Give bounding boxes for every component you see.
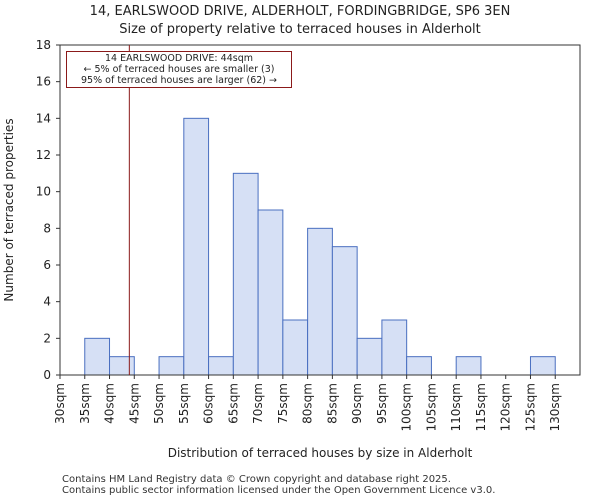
bar-55sqm [183, 117, 210, 376]
x-tick-label: 85sqm [325, 383, 339, 424]
x-tick-label: 115sqm [474, 383, 488, 431]
y-tick-label: 12 [36, 148, 51, 162]
chart-title: 14, EARLSWOOD DRIVE, ALDERHOLT, FORDINGB… [89, 4, 511, 19]
y-axis-label: Number of terraced properties [2, 118, 16, 301]
x-tick-label: 130sqm [548, 383, 562, 431]
bar-90sqm [356, 337, 383, 376]
y-tick-label: 10 [36, 185, 51, 199]
x-tick-label: 125sqm [523, 383, 537, 431]
x-tick-label: 75sqm [276, 383, 290, 424]
y-tick-label: 8 [43, 221, 51, 235]
y-tick-label: 14 [36, 111, 51, 125]
y-tick-label: 16 [36, 75, 51, 89]
annotation-line-3: 95% of terraced houses are larger (62) → [81, 75, 277, 86]
bar-125sqm [529, 356, 556, 376]
plot-frame [59, 44, 581, 376]
y-tick-label: 0 [43, 368, 51, 382]
x-axis-label: Distribution of terraced houses by size … [168, 446, 473, 460]
x-tick-label: 35sqm [78, 383, 92, 424]
y-tick-label: 6 [43, 258, 51, 272]
x-tick-label: 110sqm [449, 383, 463, 431]
x-tick-label: 50sqm [152, 383, 166, 424]
y-tick-label: 18 [36, 38, 51, 52]
bar-65sqm [232, 172, 259, 376]
x-tick-label: 40sqm [103, 383, 117, 424]
annotation-line-2: ← 5% of terraced houses are smaller (3) [83, 64, 275, 75]
y-tick-label: 2 [43, 331, 51, 345]
bar-35sqm [84, 337, 111, 376]
bar-50sqm [158, 356, 185, 376]
x-tick-label: 100sqm [400, 383, 414, 431]
x-tick-label: 65sqm [226, 383, 240, 424]
x-tick-label: 70sqm [251, 383, 265, 424]
footer-line-2: Contains public sector information licen… [62, 485, 496, 496]
x-tick-label: 80sqm [301, 383, 315, 424]
x-tick-label: 55sqm [177, 383, 191, 424]
bar-75sqm [282, 319, 309, 376]
bar-95sqm [381, 319, 408, 376]
annotation-box: 14 EARLSWOOD DRIVE: 44sqm ← 5% of terrac… [66, 51, 292, 88]
bar-100sqm [406, 356, 432, 376]
x-tick-label: 105sqm [424, 383, 438, 431]
x-tick-label: 120sqm [499, 383, 513, 431]
bar-80sqm [307, 227, 333, 376]
bar-70sqm [257, 209, 284, 376]
x-tick-label: 95sqm [375, 383, 389, 424]
x-tick-label: 30sqm [53, 383, 67, 424]
bar-40sqm [109, 356, 135, 376]
bar-60sqm [208, 356, 234, 376]
y-tick-label: 4 [43, 295, 51, 309]
chart-subtitle: Size of property relative to terraced ho… [119, 22, 481, 37]
bar-85sqm [331, 246, 358, 376]
x-tick-label: 45sqm [127, 383, 141, 424]
annotation-line-1: 14 EARLSWOOD DRIVE: 44sqm [105, 53, 253, 64]
bar-110sqm [455, 356, 482, 376]
x-tick-label: 60sqm [202, 383, 216, 424]
x-tick-label: 90sqm [350, 383, 364, 424]
footer-line-1: Contains HM Land Registry data © Crown c… [62, 474, 451, 485]
